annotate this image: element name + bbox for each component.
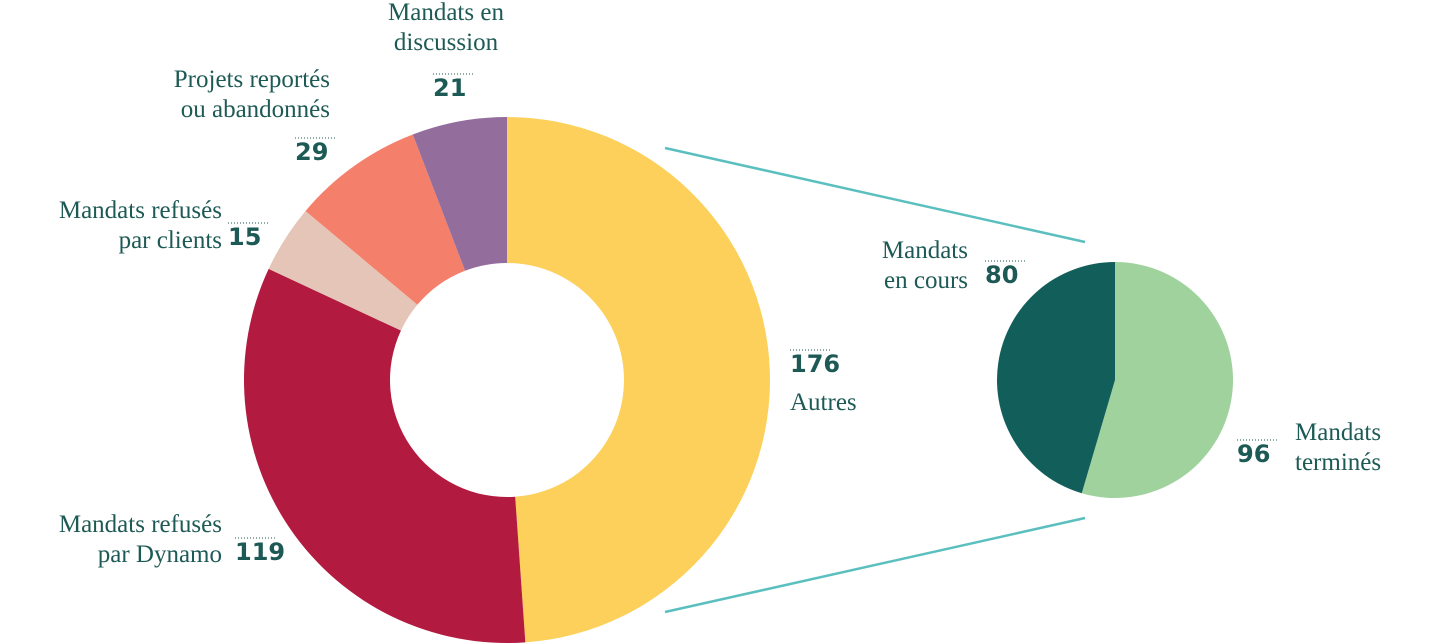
slice-label: Autres — [790, 389, 857, 416]
connector-line — [664, 146, 1086, 244]
slice-label: Mandats en — [388, 0, 504, 26]
slice-label: Mandats refusés — [59, 197, 222, 224]
slice-label: en cours — [884, 267, 968, 294]
slice-label: ou abandonnés — [181, 96, 330, 123]
value-label: 96 — [1237, 440, 1270, 468]
slice — [305, 134, 466, 305]
value-label: 119 — [235, 538, 285, 566]
slice — [244, 268, 526, 643]
slice-label: par clients — [119, 227, 222, 254]
slice-label: par Dynamo — [98, 541, 222, 568]
slice — [1081, 262, 1233, 499]
value-label: 15 — [228, 223, 261, 251]
slice-label: Mandats — [1295, 419, 1381, 446]
slice — [507, 116, 771, 643]
value-label: 29 — [295, 138, 328, 166]
slice-label: terminés — [1295, 449, 1381, 476]
connector-line — [664, 516, 1086, 614]
value-label: 176 — [790, 350, 840, 378]
value-label: 21 — [433, 74, 466, 102]
slice-label: Mandats refusés — [59, 511, 222, 538]
slice-label: Mandats — [882, 237, 968, 264]
value-label: 80 — [985, 261, 1018, 289]
slice — [268, 210, 418, 331]
slice — [412, 117, 507, 271]
slice — [997, 262, 1115, 494]
slice-label: discussion — [394, 29, 499, 56]
slice-label: Projets reportés — [174, 66, 330, 93]
